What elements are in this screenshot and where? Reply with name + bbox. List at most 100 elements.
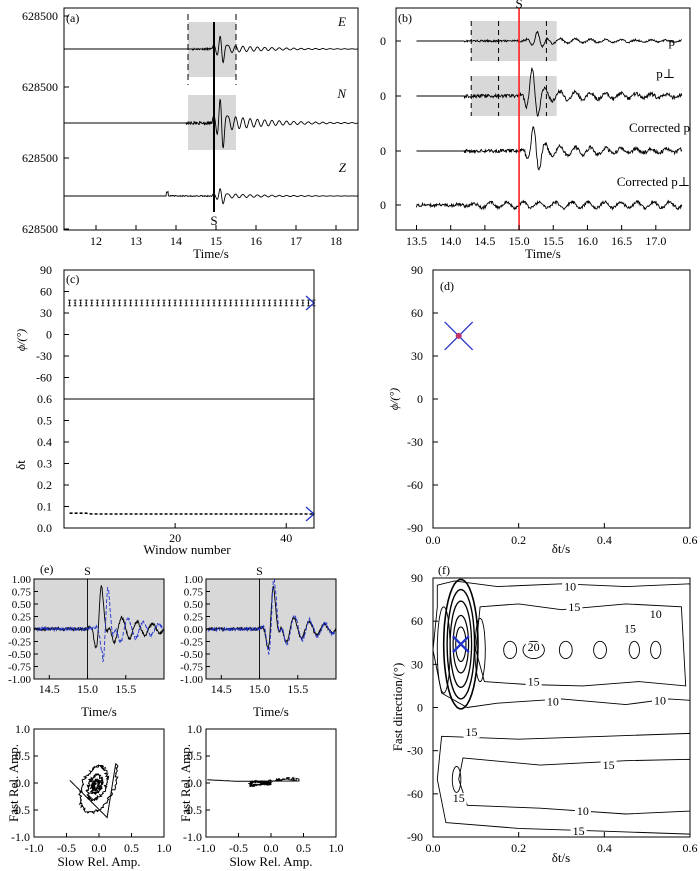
- panel-e-right-xlabel: Time/s: [253, 704, 289, 719]
- panel-c-phi-tick-label: -30: [36, 349, 52, 363]
- panel-f-contours: [432, 578, 691, 835]
- pm-xtick-label: 0.5: [124, 841, 139, 855]
- panel-c-phi-point: [229, 302, 232, 304]
- panel-f-contour-label: 20: [528, 640, 540, 654]
- panel-c-phi-point: [124, 302, 127, 304]
- panel-e-xtick-label: 15.5: [115, 682, 136, 696]
- panel-f-contour-label-bg: [647, 608, 664, 620]
- panel-c-phi-point: [190, 302, 193, 304]
- panel-f: 10 15 10 15 20 15 10 10 15 15 15 10 15 90 60 30 0 -30 -60…: [390, 563, 698, 865]
- panel-f-contour-label-bg: [622, 623, 639, 635]
- panel-c-phi-point: [301, 302, 304, 304]
- panel-f-contour-label-bg: [525, 676, 542, 688]
- panel-c-dt-frame: [63, 398, 315, 529]
- panel-c-phi-point: [168, 302, 171, 304]
- panel-a-xtick-label: 16: [250, 234, 262, 248]
- panel-c-phi-tick-label: 60: [40, 285, 52, 299]
- panel-c-label: (c): [66, 272, 79, 286]
- panel-c-dt-ylabel: δt: [13, 460, 28, 470]
- panel-b-series-p: p: [669, 34, 676, 49]
- panel-c-phi-point: [179, 302, 182, 304]
- panel-f-ytick-label: 90: [411, 571, 423, 585]
- panel-f-best-marker: [451, 635, 470, 654]
- panel-a-series-e: E: [337, 14, 346, 29]
- panel-a-xlabel: Time/s: [193, 246, 229, 261]
- pm-xtick-label: -0.5: [57, 841, 76, 855]
- panel-c-phi-point: [107, 302, 110, 304]
- panel-c-phi-point: [68, 302, 71, 304]
- panel-c-phi-point: [185, 302, 188, 304]
- panel-f-contour-inner-1: [446, 588, 476, 700]
- pm-left-trace: [69, 763, 119, 819]
- panel-c-phi-point: [146, 302, 149, 304]
- panel-f-contour-label: 10: [654, 693, 666, 707]
- panel-e-right-ytick-label: -0.25: [180, 637, 203, 649]
- pm-ytick-label: 0.5: [15, 749, 30, 763]
- panel-a-trace-n: [64, 98, 358, 149]
- panel-f-ytick-label: 60: [411, 614, 423, 628]
- panel-c-phi-point: [296, 302, 299, 304]
- panel-f-contour-label-bg: [562, 581, 579, 593]
- panel-b-ytick-label: 0: [380, 34, 386, 48]
- panel-f-contour-20-d: [593, 640, 607, 660]
- panel-b-ytick-label: 0: [380, 198, 386, 212]
- panel-c-phi-tick-label: -60: [36, 371, 52, 385]
- panel-e-right-ytick-label: 1.00: [184, 574, 204, 586]
- panel-b-xtick-label: 16.5: [611, 234, 632, 248]
- panel-c-phi-tick-label: 90: [40, 263, 52, 277]
- panel-b-xtick-label: 17.0: [645, 234, 666, 248]
- panel-f-contour-label-bg: [544, 696, 561, 708]
- panel-c-phi-frame: [63, 269, 315, 400]
- panel-e-right-fast-trace: [205, 585, 337, 650]
- panel-e-right-ytick-label: -1.00: [180, 674, 203, 686]
- panel-d-ytick-label: -60: [407, 478, 423, 492]
- panel-c-dt-tick-label: 0.1: [37, 500, 52, 514]
- panel-c-phi-point: [113, 302, 115, 304]
- panel-c-phi-point: [263, 302, 265, 304]
- panel-f-contour-label-bg: [574, 806, 591, 818]
- panel-c-phi-point: [157, 302, 160, 304]
- panel-b-xtick-label: 15.5: [543, 234, 564, 248]
- pm-xtick-label: -0.5: [229, 841, 248, 855]
- panel-a: S 12 13 14 15 16 17 18 62850062850062850062850…: [22, 7, 359, 261]
- panel-f-contour-inner-4: [455, 626, 467, 662]
- panel-c-phi-point: [140, 302, 143, 304]
- panel-b-series-pperp: p⊥: [656, 66, 675, 81]
- panel-c-dt-tick-label: 0.2: [37, 478, 52, 492]
- panel-c-dt-tick-label: 0.0: [37, 521, 52, 535]
- panel-f-contour-label: 10: [577, 804, 589, 818]
- panel-d-label: (d): [440, 279, 454, 293]
- panel-b-series-corrected-pperp: Corrected p⊥: [617, 174, 690, 189]
- panel-b-traces: [416, 30, 683, 211]
- panel-c-phi-point: [307, 302, 310, 304]
- panel-e-xtick-label: 14.5: [211, 682, 232, 696]
- panel-b-trace-corrected-p: [416, 126, 683, 171]
- pm-ytick-label: -0.5: [183, 803, 202, 817]
- pm-xtick-label: 1.0: [329, 841, 344, 855]
- panel-a-window-dashes: [187, 14, 237, 85]
- panel-e-right-ytick-label: 0.25: [184, 612, 204, 624]
- panel-f-contour-10-upper: [432, 580, 691, 708]
- panel-a-ytick-label: 628500: [22, 80, 58, 94]
- panel-a-trace-e: [64, 35, 358, 64]
- panel-f-contour-label-bg: [566, 601, 583, 613]
- panel-f-contour-10-lower: [436, 732, 691, 835]
- panel-f-xlabel: δt/s: [552, 850, 570, 865]
- panel-c-phi-point: [274, 302, 277, 304]
- panel-f-contour-label-bg: [652, 695, 669, 707]
- panel-f-xtick-label: 0.6: [683, 841, 698, 855]
- panel-d-ytick-label: 90: [411, 263, 423, 277]
- panel-c-phi-point: [235, 302, 238, 304]
- panel-b-ytick-label: 0: [380, 144, 386, 158]
- panel-f-contour-label: 15: [453, 791, 465, 805]
- panel-f-contour-label: 15: [528, 675, 540, 689]
- panel-c-phi-errorbars: [68, 299, 316, 307]
- panel-e-right-ytick-label: -0.75: [180, 662, 203, 674]
- panel-a-trace-z: [64, 188, 358, 205]
- panel-e-ytick-label: 1.00: [12, 574, 32, 586]
- panel-f-contour-label-bg: [463, 726, 480, 738]
- panel-c-dt-tick-label: 0.6: [37, 392, 52, 406]
- panel-c-arrows: [305, 295, 315, 522]
- panel-d-xlabel: δt/s: [552, 541, 570, 556]
